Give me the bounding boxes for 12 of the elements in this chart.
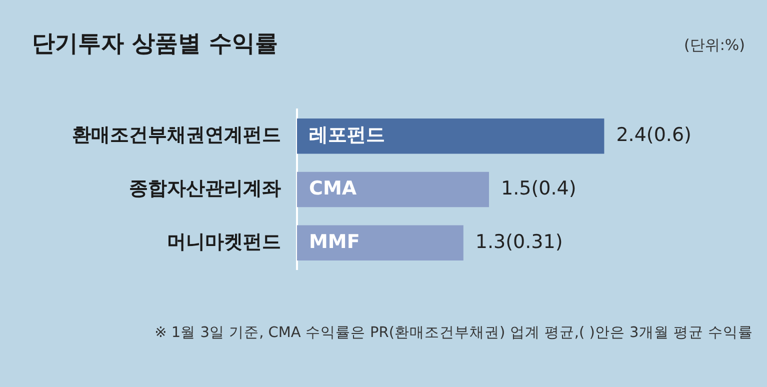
data-label: 2.4(0.6) [616, 124, 692, 146]
annotation: MMF [309, 230, 360, 253]
y-tick-label: 머니마켓펀드 [167, 230, 281, 253]
annotation: CMA [309, 177, 357, 200]
text: ※ 1월 3일 기준, CMA 수익률은 PR(환매조건부채권) 업계 평균,( )안은 3개월 평균 수익률 [154, 324, 753, 343]
text: (단위:%) [684, 36, 745, 55]
data-label: 1.3(0.31) [475, 230, 563, 253]
y-tick-label: 환매조건부채권연계펀드 [72, 124, 281, 146]
data-label: 1.5(0.4) [501, 177, 576, 200]
annotation: 레포펀드 [309, 124, 385, 146]
y-tick-label: 종합자산관리계좌 [129, 177, 281, 200]
chart-title: 단기투자 상품별 수익률 [32, 30, 278, 59]
